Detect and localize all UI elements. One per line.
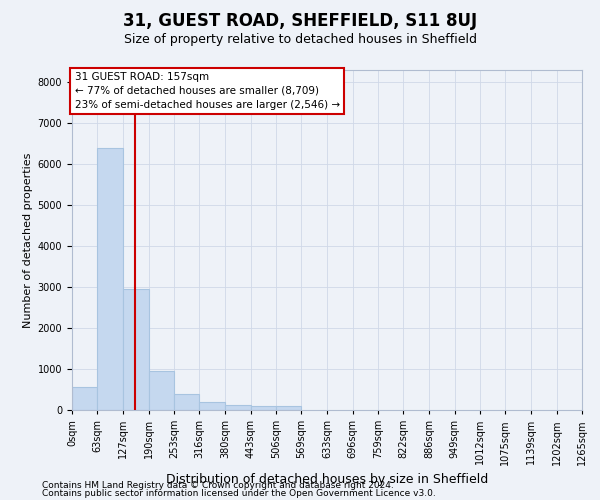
Bar	[149, 371, 174, 410]
Text: 31 GUEST ROAD: 157sqm
← 77% of detached houses are smaller (8,709)
23% of semi-d: 31 GUEST ROAD: 157sqm ← 77% of detached …	[74, 72, 340, 110]
Bar	[251, 406, 276, 410]
Bar	[174, 394, 199, 410]
Bar	[199, 402, 225, 410]
Text: Size of property relative to detached houses in Sheffield: Size of property relative to detached ho…	[124, 32, 476, 46]
Text: Contains HM Land Registry data © Crown copyright and database right 2024.: Contains HM Land Registry data © Crown c…	[42, 480, 394, 490]
Y-axis label: Number of detached properties: Number of detached properties	[23, 152, 34, 328]
Bar	[72, 388, 97, 410]
Bar	[97, 148, 123, 410]
Bar	[276, 406, 301, 410]
Bar	[225, 404, 251, 410]
X-axis label: Distribution of detached houses by size in Sheffield: Distribution of detached houses by size …	[166, 473, 488, 486]
Text: 31, GUEST ROAD, SHEFFIELD, S11 8UJ: 31, GUEST ROAD, SHEFFIELD, S11 8UJ	[123, 12, 477, 30]
Bar	[123, 289, 149, 410]
Text: Contains public sector information licensed under the Open Government Licence v3: Contains public sector information licen…	[42, 489, 436, 498]
